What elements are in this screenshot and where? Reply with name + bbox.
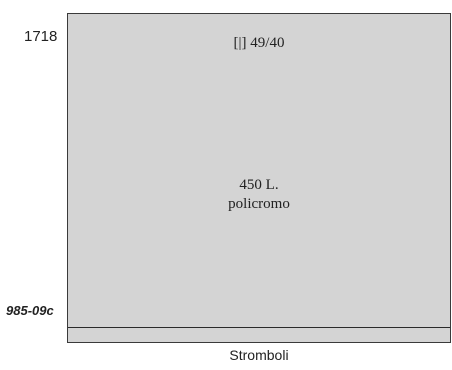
catalog-number: 1718	[24, 28, 58, 45]
stamp-value: 450 L.	[239, 177, 279, 193]
variety-code: 985-09c	[6, 303, 54, 318]
stamp-reference: [|] 49/40	[233, 35, 285, 51]
stamp-caption: Stromboli	[229, 347, 289, 363]
stamp-value-block: 450 L. policromo	[67, 176, 451, 214]
stamp-placeholder	[67, 13, 451, 343]
stamp-bottom-rule	[68, 327, 450, 328]
stamp-color-description: policromo	[228, 196, 290, 212]
